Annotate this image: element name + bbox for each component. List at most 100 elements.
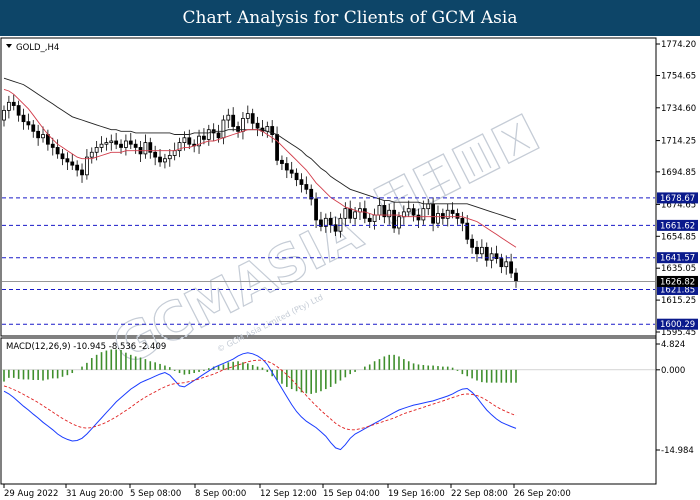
candle-body xyxy=(436,213,440,224)
symbol-dropdown-icon[interactable] xyxy=(6,44,12,48)
candle-body xyxy=(6,101,11,111)
candle-body xyxy=(163,158,167,163)
price-tick-label: 1734.60 xyxy=(661,104,696,114)
candle-body xyxy=(362,208,367,219)
price-tick-label: 1694.85 xyxy=(661,168,696,178)
candle-body xyxy=(16,105,21,116)
candle xyxy=(6,95,11,119)
candle-body xyxy=(504,261,509,268)
candle-body xyxy=(392,209,396,229)
candle-body xyxy=(314,198,318,221)
candle xyxy=(84,149,89,180)
candle xyxy=(21,108,26,130)
candle-body xyxy=(206,129,211,140)
macd-panel-frame xyxy=(0,337,657,485)
candle-body xyxy=(128,140,133,145)
candle-body xyxy=(411,208,416,216)
time-tick-label: 12 Sep 12:00 xyxy=(260,489,317,499)
candle-body xyxy=(2,109,6,121)
candle-body xyxy=(148,142,153,153)
candle xyxy=(411,203,416,222)
candle-body xyxy=(80,169,84,176)
chart-banner-title: Chart Analysis for Clients of GCM Asia xyxy=(0,0,700,36)
candle-body xyxy=(202,135,206,140)
candle-body xyxy=(172,150,177,156)
candle xyxy=(460,211,465,232)
candle-body xyxy=(153,151,158,158)
level-price-tag-bg xyxy=(657,318,698,330)
candle-body xyxy=(60,153,65,160)
macd-tick-label: 4.824 xyxy=(661,340,685,350)
candle-body xyxy=(450,209,455,214)
candle-body xyxy=(255,122,260,129)
candle-body xyxy=(167,155,172,160)
time-tick-label: 29 Aug 2022 xyxy=(4,489,58,499)
candle-body xyxy=(250,113,255,124)
candle xyxy=(50,137,55,156)
candle xyxy=(206,124,211,146)
candle-body xyxy=(299,179,304,185)
time-tick-label: 15 Sep 04:00 xyxy=(323,489,380,499)
candle xyxy=(26,113,31,130)
candle xyxy=(158,149,162,167)
candle xyxy=(494,245,499,264)
candle xyxy=(89,147,94,164)
macd-signal-line xyxy=(3,359,517,431)
candle xyxy=(387,203,392,225)
candle-body xyxy=(338,217,343,232)
candle xyxy=(299,173,304,193)
level-price-tag: 1678.67 xyxy=(660,194,695,204)
level-price-tag-bg xyxy=(657,192,698,204)
candle-body xyxy=(216,132,221,139)
candle-body xyxy=(245,113,250,119)
main-panel-frame xyxy=(0,37,657,337)
time-tick-label: 19 Sep 16:00 xyxy=(388,489,445,499)
price-tick-label: 1615.25 xyxy=(661,296,696,306)
candle-body xyxy=(75,164,80,171)
candle-body xyxy=(397,216,401,229)
candle xyxy=(280,155,284,170)
candle-body xyxy=(221,119,226,139)
candle xyxy=(416,208,421,228)
candle xyxy=(294,168,299,187)
candle-body xyxy=(11,101,16,106)
candle xyxy=(392,202,396,233)
level-price-tag: 1621.85 xyxy=(660,285,695,295)
candle-body xyxy=(431,203,436,224)
candle xyxy=(133,139,138,154)
price-tick-label: 1654.85 xyxy=(661,232,696,242)
candle-body xyxy=(304,184,309,190)
candle xyxy=(104,137,109,151)
candle xyxy=(475,240,479,262)
candle xyxy=(128,132,133,150)
candle-body xyxy=(475,246,479,255)
level-price-tag: 1661.62 xyxy=(660,221,695,231)
candle xyxy=(163,153,167,169)
candle-body xyxy=(197,135,201,147)
candle xyxy=(314,192,318,228)
candle-body xyxy=(445,209,450,219)
candle xyxy=(470,234,475,254)
candle-body xyxy=(489,253,494,261)
candle-body xyxy=(514,272,518,282)
candle-body xyxy=(328,217,333,226)
price-tick-label: 1774.20 xyxy=(661,40,696,50)
candle xyxy=(484,242,489,267)
macd-tick-label: 0.000 xyxy=(661,366,685,376)
level-price-tag: 1600.29 xyxy=(660,320,695,330)
candle-body xyxy=(31,124,36,132)
candle xyxy=(75,160,80,177)
ma-slow-line xyxy=(3,77,517,221)
candle-body xyxy=(465,222,470,240)
candle xyxy=(333,216,338,237)
candle xyxy=(70,153,75,170)
candle xyxy=(119,139,123,154)
candle-body xyxy=(348,208,353,219)
candle-body xyxy=(124,140,128,148)
price-tick-label: 1595.45 xyxy=(661,328,696,338)
candle-body xyxy=(421,208,426,221)
price-tick-label: 1674.65 xyxy=(661,200,696,210)
time-tick-label: 5 Sep 08:00 xyxy=(130,489,181,499)
candle xyxy=(304,176,309,195)
